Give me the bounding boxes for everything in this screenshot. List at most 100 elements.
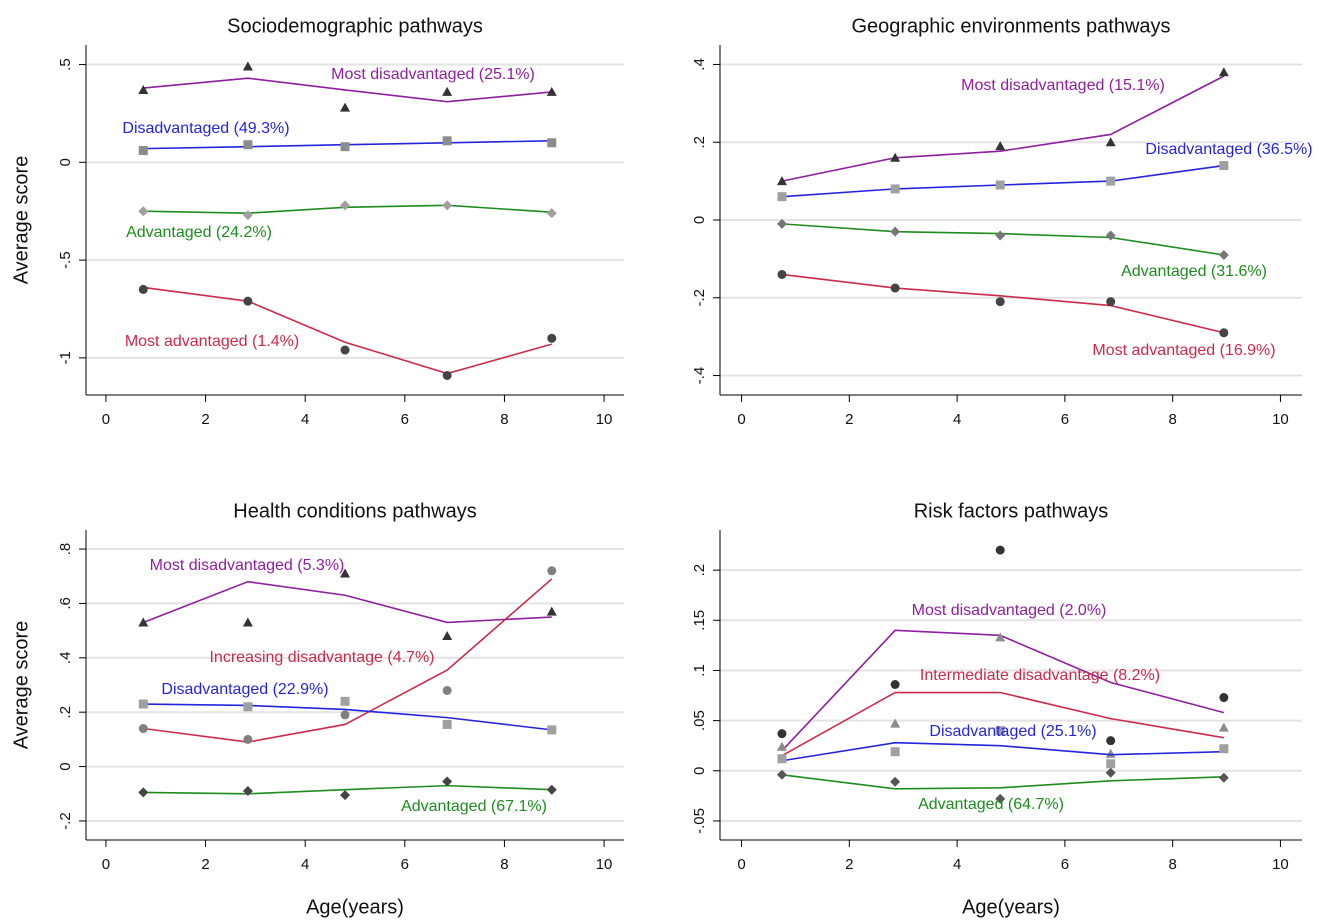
observed-point — [890, 718, 901, 728]
observed-point — [890, 776, 901, 787]
observed-point — [777, 192, 787, 202]
series-label: Most disadvantaged (15.1%) — [961, 77, 1165, 94]
observed-point — [776, 741, 787, 751]
observed-point — [777, 269, 787, 279]
observed-point — [995, 545, 1005, 555]
x-tick-label: 6 — [1061, 411, 1069, 428]
x-tick-label: 8 — [1168, 856, 1176, 873]
x-axis-title: Age(years) — [306, 896, 404, 918]
y-tick-label: .4 — [57, 652, 74, 665]
observed-point — [776, 218, 787, 229]
observed-point — [138, 206, 149, 217]
observed-point — [546, 784, 557, 795]
series-label: Advantaged (64.7%) — [918, 796, 1064, 813]
y-tick-label: 0 — [691, 216, 708, 224]
series-line — [781, 75, 1225, 182]
observed-point — [995, 230, 1006, 241]
observed-point — [1218, 772, 1229, 783]
observed-point — [340, 790, 351, 801]
observed-point — [1105, 767, 1116, 778]
x-tick-label: 4 — [953, 411, 961, 428]
y-tick-label: .15 — [691, 610, 708, 631]
series-label: Disadvantaged (22.9%) — [161, 681, 328, 698]
observed-point — [995, 632, 1006, 642]
series-line — [781, 223, 1224, 256]
y-tick-label: -.5 — [57, 251, 74, 269]
y-tick-label: -.2 — [57, 812, 74, 830]
observed-point — [546, 606, 557, 616]
y-tick-label: .2 — [691, 564, 708, 577]
observed-point — [242, 786, 253, 797]
series-label: Intermediate disadvantage (8.2%) — [920, 667, 1160, 684]
observed-point — [777, 754, 787, 764]
observed-point — [1105, 748, 1116, 758]
series-line — [142, 580, 552, 624]
series-label: Advantaged (31.6%) — [1121, 263, 1267, 280]
series-label: Most disadvantaged (2.0%) — [912, 602, 1107, 619]
observed-point — [1106, 759, 1116, 769]
observed-point — [340, 102, 351, 112]
x-tick-label: 8 — [500, 411, 508, 428]
y-tick-label: .2 — [691, 136, 708, 149]
x-tick-label: 2 — [845, 411, 853, 428]
observed-point — [340, 200, 351, 211]
x-tick-label: 6 — [401, 856, 409, 873]
x-tick-label: 6 — [401, 411, 409, 428]
x-tick-label: 4 — [301, 411, 309, 428]
observed-point — [243, 140, 253, 150]
observed-point — [243, 734, 253, 744]
observed-point — [1106, 176, 1116, 186]
x-tick-label: 10 — [1272, 856, 1289, 873]
observed-point — [242, 210, 253, 221]
x-tick-label: 0 — [102, 411, 110, 428]
x-tick-label: 8 — [1168, 411, 1176, 428]
series-line — [781, 691, 1224, 757]
y-tick-label: 0 — [691, 767, 708, 775]
observed-point — [1218, 722, 1229, 732]
observed-point — [547, 138, 557, 148]
observed-point — [138, 146, 148, 156]
x-tick-label: 0 — [737, 411, 745, 428]
observed-point — [442, 631, 453, 641]
x-tick-label: 4 — [301, 856, 309, 873]
observed-point — [995, 726, 1005, 736]
x-tick-label: 4 — [953, 856, 961, 873]
y-tick-label: 0 — [57, 762, 74, 770]
x-tick-label: 10 — [596, 411, 613, 428]
series-line — [143, 703, 552, 731]
x-tick-label: 10 — [596, 856, 613, 873]
chart-title: Risk factors pathways — [914, 500, 1109, 522]
y-tick-label: .05 — [691, 710, 708, 731]
y-tick-label: .6 — [57, 597, 74, 610]
y-tick-label: -.4 — [691, 367, 708, 385]
observed-point — [995, 141, 1006, 151]
observed-point — [1105, 230, 1116, 241]
series-line — [781, 773, 1224, 790]
observed-point — [547, 566, 557, 576]
chart-title: Health conditions pathways — [233, 500, 476, 522]
observed-point — [995, 793, 1006, 804]
observed-point — [340, 345, 350, 355]
observed-point — [776, 176, 787, 186]
series-line — [143, 77, 552, 103]
y-axis-title: Average score — [10, 156, 32, 285]
observed-point — [340, 710, 350, 720]
series-label: Disadvantaged (25.1%) — [929, 723, 1096, 740]
observed-point — [340, 568, 351, 578]
observed-point — [1105, 137, 1116, 147]
x-axis-title: Age(years) — [962, 896, 1060, 918]
observed-point — [890, 152, 901, 162]
observed-point — [442, 370, 452, 380]
observed-point — [1219, 328, 1229, 338]
y-tick-label: 0 — [57, 158, 74, 166]
y-tick-label: .8 — [57, 543, 74, 556]
observed-point — [1106, 297, 1116, 307]
observed-point — [243, 702, 253, 712]
y-tick-label: .2 — [57, 706, 74, 719]
observed-point — [1219, 161, 1229, 171]
observed-point — [442, 776, 453, 787]
observed-point — [546, 86, 557, 96]
observed-point — [138, 699, 148, 709]
observed-point — [442, 136, 452, 146]
